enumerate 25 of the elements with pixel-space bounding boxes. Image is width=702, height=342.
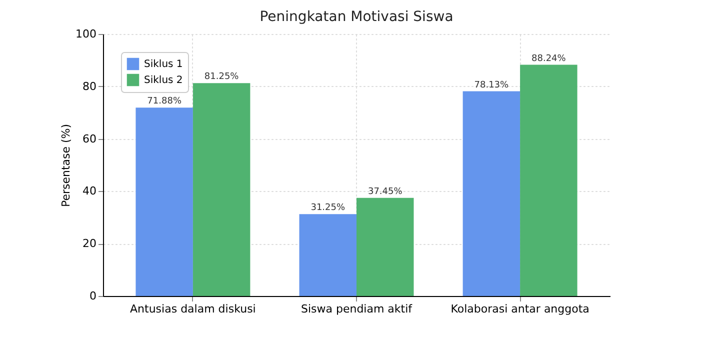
bar: [192, 83, 250, 296]
y-tick-label: 60: [82, 132, 96, 146]
y-axis-title: Persentase (%): [60, 124, 73, 208]
data-label: 31.25%: [310, 203, 346, 214]
x-tick-label: Antusias dalam diskusi: [130, 302, 256, 316]
legend-label: Siklus 2: [144, 75, 183, 86]
x-tick-label: Siswa pendiam aktif: [300, 302, 414, 316]
data-label: 37.45%: [368, 186, 403, 197]
y-tick-label: 40: [82, 184, 96, 198]
bar: [462, 91, 520, 296]
bar: [356, 198, 414, 296]
data-label: 81.25%: [204, 72, 240, 82]
y-tick-label: 100: [76, 28, 96, 40]
legend-label: Siklus 1: [144, 59, 183, 70]
y-tick-label: 80: [82, 80, 96, 93]
data-label: 88.24%: [532, 54, 566, 64]
data-label: 71.88%: [147, 96, 182, 107]
bar: [299, 214, 356, 296]
bar: [520, 64, 578, 296]
x-tick-label: Kolaborasi antar anggota: [450, 302, 590, 316]
data-label: 78.13%: [474, 80, 510, 90]
bar: [136, 108, 193, 296]
y-tick-label: 20: [82, 237, 96, 250]
chart-title: Peningkatan Motivasi Siswa: [260, 9, 454, 25]
y-tick-label: 0: [90, 290, 96, 302]
